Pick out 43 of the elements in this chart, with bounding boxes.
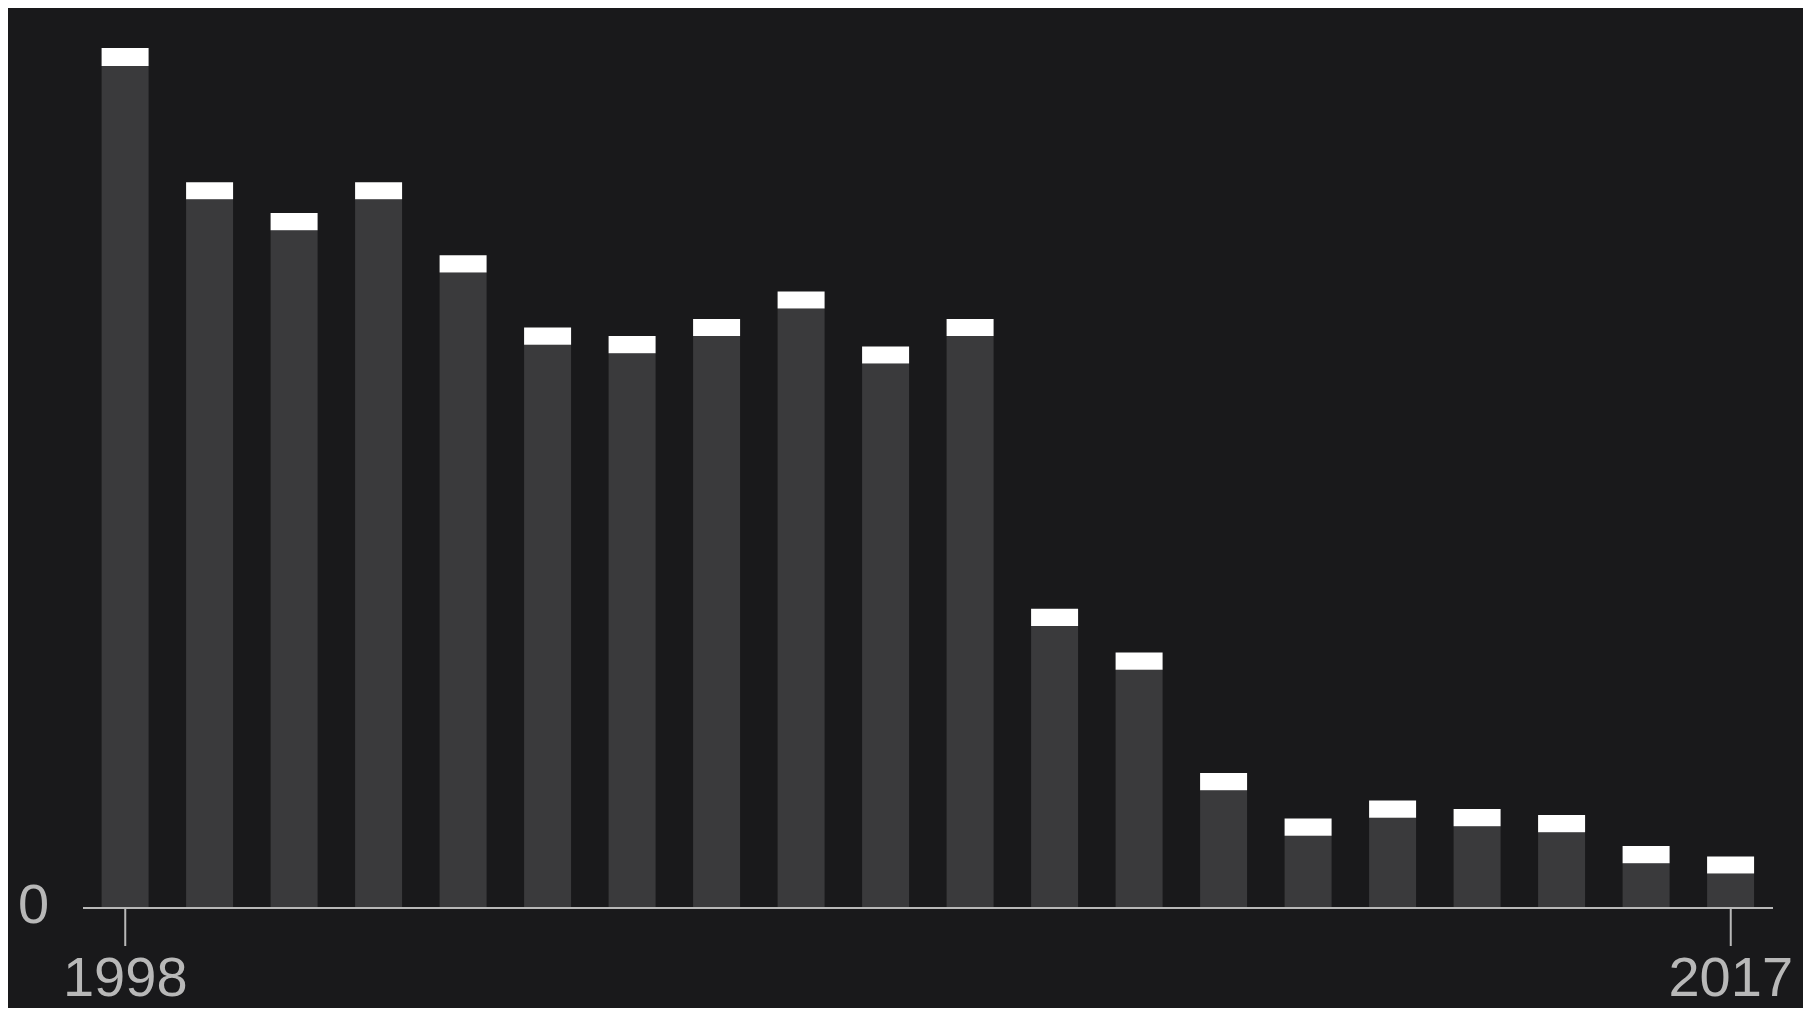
bar <box>1284 835 1332 908</box>
bar <box>355 182 403 200</box>
bar <box>524 327 572 345</box>
bar <box>1707 856 1755 874</box>
bar <box>862 363 910 908</box>
bar <box>1453 826 1501 908</box>
bar <box>693 336 741 908</box>
bar <box>355 199 403 908</box>
bar <box>1115 669 1163 908</box>
x-tick-label: 1998 <box>62 945 188 1008</box>
bar <box>270 213 318 231</box>
bar <box>946 336 994 908</box>
bar <box>1200 772 1248 791</box>
bar <box>1369 800 1417 818</box>
bar <box>1031 608 1079 626</box>
bar <box>1622 863 1670 908</box>
bar <box>608 336 656 354</box>
bar <box>1538 832 1586 908</box>
bar <box>777 308 825 908</box>
bar <box>439 272 487 908</box>
bar <box>524 344 572 908</box>
bar <box>1115 652 1163 670</box>
bar <box>608 353 656 908</box>
bar <box>439 255 487 273</box>
x-tick-label: 2017 <box>1668 945 1794 1008</box>
bar <box>1200 790 1248 908</box>
bar <box>186 182 234 200</box>
bar <box>1031 625 1079 908</box>
bar <box>101 48 149 67</box>
bar <box>1453 809 1501 827</box>
text: 0 <box>18 872 50 935</box>
bar <box>1538 815 1586 833</box>
bar <box>101 66 149 908</box>
bar <box>693 318 741 337</box>
bar <box>777 291 825 309</box>
bar <box>1707 873 1755 908</box>
bar <box>862 346 910 364</box>
bar <box>186 199 234 908</box>
bar <box>1284 818 1332 836</box>
bar <box>1369 817 1417 908</box>
bar <box>1622 846 1670 864</box>
bar <box>270 230 318 908</box>
bar <box>946 318 994 337</box>
